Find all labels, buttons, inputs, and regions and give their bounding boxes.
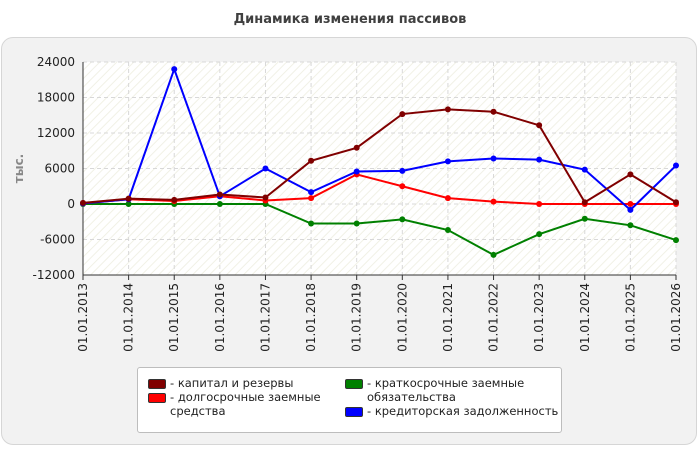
data-point <box>399 183 406 190</box>
data-point <box>490 198 497 205</box>
data-point <box>490 155 497 162</box>
x-tick-label: 01.01.2020 <box>395 283 409 352</box>
data-point <box>490 251 497 258</box>
x-tick-label: 01.01.2015 <box>167 283 181 352</box>
y-axis-label: тыс. <box>12 154 26 183</box>
data-point <box>673 162 679 169</box>
x-tick-label: 01.01.2013 <box>76 283 90 352</box>
data-point <box>627 222 634 229</box>
data-point <box>444 158 451 165</box>
y-tick-label: -12000 <box>32 268 75 282</box>
y-tick-label: -6000 <box>40 233 75 247</box>
data-point <box>581 199 588 206</box>
legend-label-capital: - капитал и резервы <box>170 376 294 390</box>
data-point <box>399 111 406 118</box>
series-line <box>83 203 677 256</box>
series-line <box>82 66 677 212</box>
data-point <box>444 195 451 202</box>
data-point <box>262 165 269 172</box>
data-point <box>536 156 543 163</box>
x-tick-label: 01.01.2023 <box>532 283 546 352</box>
legend-swatch-payables <box>345 407 363 417</box>
legend-label-payables: - кредиторская задолженность <box>367 404 559 418</box>
data-point <box>308 189 315 196</box>
legend-item-capital: - капитал и резервы <box>148 376 338 390</box>
data-point <box>308 220 315 227</box>
data-point <box>581 166 588 173</box>
data-point <box>80 199 86 206</box>
chart-legend: - капитал и резервы - долгосрочные заемн… <box>137 367 562 433</box>
legend-swatch-longterm <box>148 393 166 403</box>
y-tick-label: 0 <box>67 197 75 211</box>
data-point <box>536 231 543 238</box>
legend-swatch-shortterm <box>345 379 363 389</box>
data-point <box>353 220 360 227</box>
data-point <box>536 201 543 207</box>
data-point <box>444 227 451 234</box>
y-tick-label: 24000 <box>37 55 75 69</box>
legend-label-shortterm: - краткосрочные заемные обязательства <box>367 376 525 404</box>
data-point <box>216 191 223 198</box>
series-line <box>82 108 677 204</box>
data-point <box>399 216 406 223</box>
data-point <box>171 66 178 73</box>
data-point <box>353 144 360 151</box>
x-tick-label: 01.01.2024 <box>578 283 592 352</box>
data-point <box>581 215 588 222</box>
x-tick-label: 01.01.2017 <box>258 283 272 352</box>
data-point <box>308 157 315 164</box>
data-point <box>536 122 543 129</box>
data-point <box>125 201 132 207</box>
data-point <box>627 171 634 178</box>
data-point <box>444 106 451 113</box>
legend-item-longterm: - долгосрочные заемные средства <box>148 390 338 418</box>
x-tick-label: 01.01.2026 <box>669 283 683 352</box>
data-point <box>308 195 315 202</box>
data-point <box>673 199 679 206</box>
data-point <box>627 206 634 213</box>
data-point <box>353 168 360 175</box>
series-line <box>82 173 676 205</box>
y-tick-label: 18000 <box>37 91 75 105</box>
data-point <box>125 195 132 202</box>
y-tick-label: 6000 <box>44 162 75 176</box>
data-point <box>399 167 406 174</box>
legend-item-shortterm: - краткосрочные заемные обязательства <box>345 376 555 404</box>
chart-title: Динамика изменения пассивов <box>233 12 467 27</box>
x-tick-label: 01.01.2014 <box>122 283 136 352</box>
y-tick-label: 12000 <box>37 126 75 140</box>
x-tick-label: 01.01.2021 <box>441 283 455 352</box>
data-point <box>262 194 269 201</box>
data-point <box>490 108 497 115</box>
data-point <box>627 201 634 207</box>
x-tick-label: 01.01.2022 <box>487 283 501 352</box>
data-point <box>171 196 178 203</box>
x-tick-label: 01.01.2016 <box>213 283 227 352</box>
x-tick-label: 01.01.2019 <box>350 283 364 352</box>
data-point <box>216 201 223 207</box>
data-point <box>673 237 679 244</box>
legend-swatch-capital <box>148 379 166 389</box>
x-tick-label: 01.01.2025 <box>623 283 637 352</box>
legend-item-payables: - кредиторская задолженность <box>345 404 560 418</box>
legend-label-longterm: - долгосрочные заемные средства <box>170 390 321 418</box>
x-tick-label: 01.01.2018 <box>304 283 318 352</box>
